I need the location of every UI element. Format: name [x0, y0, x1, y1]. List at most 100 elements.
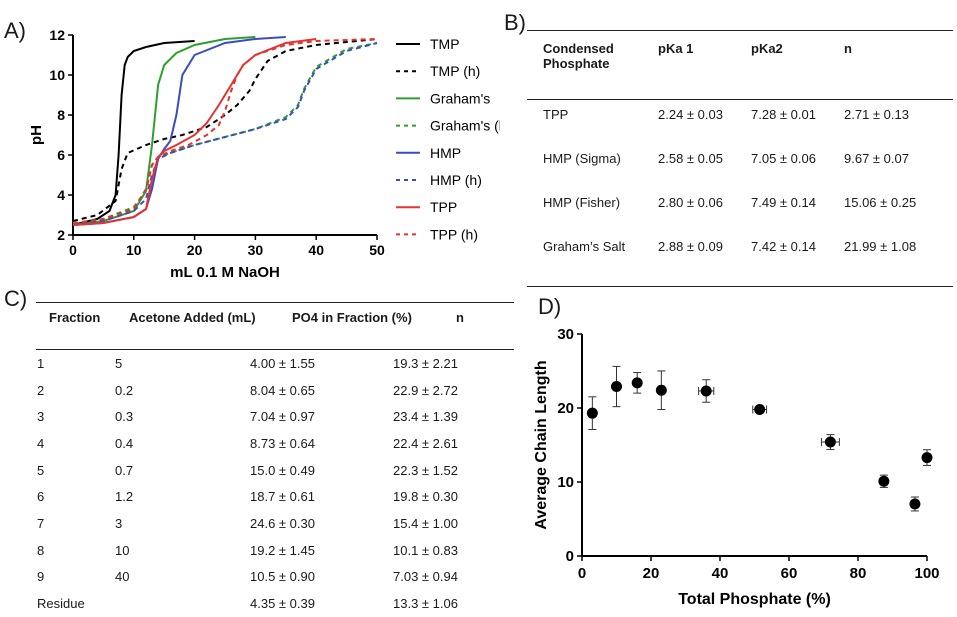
- x-tick-label: 20: [643, 565, 660, 582]
- pka-table-cell: 15.06 ± 0.25: [844, 195, 917, 210]
- pka-table-header-rule: [527, 99, 953, 100]
- panel-label-c: C): [4, 286, 28, 311]
- pka-table: Condensed Phosphate pKa 1 pKa2 n TPP 2.24…: [527, 30, 953, 287]
- fraction-col-header: Fraction: [49, 310, 101, 325]
- fraction-table-cell: 7.03 ± 0.94: [393, 569, 458, 585]
- data-point: [631, 377, 643, 389]
- fraction-table-cell: 7: [37, 515, 45, 531]
- pka-table-body: TPP 2.24 ± 0.03 7.28 ± 0.01 2.71 ± 0.13 HMP …: [527, 107, 953, 283]
- fraction-table-cell: 10.5 ± 0.90: [250, 569, 315, 585]
- fraction-table: Fraction Acetone Added (mL) PO4 in Fract…: [36, 302, 514, 617]
- titration-chart: 2 4 6 8 10 12 0 10 20 30 40 50 mL 0.1 M NaOH pH TMP TMP…: [28, 27, 500, 281]
- pka-table-cell: HMP (Sigma): [543, 151, 621, 166]
- fraction-table-cell: 18.7 ± 0.61: [250, 489, 315, 505]
- fraction-table-cell: 10: [115, 542, 130, 558]
- y-tick-label: 10: [49, 67, 65, 83]
- data-point: [655, 384, 667, 396]
- pka-table-cell: 2.80 ± 0.06: [658, 195, 723, 210]
- fraction-table-cell: 22.3 ± 1.52: [393, 462, 458, 478]
- fraction-table-cell: 6: [37, 489, 45, 505]
- fraction-table-cell: 8.73 ± 0.64: [250, 435, 315, 451]
- x-tick-label: 20: [187, 242, 203, 258]
- fraction-table-cell: 2: [37, 382, 45, 398]
- fraction-table-cell: 4: [37, 435, 45, 451]
- fraction-table-cell: 40: [115, 569, 130, 585]
- x-tick-label: 40: [308, 242, 324, 258]
- fraction-table-row: 2 0.2 8.04 ± 0.65 22.9 ± 2.72: [36, 377, 514, 404]
- y-tick-label: 12: [49, 27, 65, 43]
- fraction-table-cell: 4.00 ± 1.55: [250, 355, 315, 371]
- fraction-table-cell: 3: [115, 515, 123, 531]
- data-point: [700, 385, 712, 397]
- panel-label-a: A): [4, 18, 26, 43]
- legend-label: TPP: [430, 199, 457, 215]
- series-line: [72, 36, 286, 226]
- legend-label: TMP: [430, 36, 460, 52]
- fraction-table-header-rule: [36, 349, 514, 350]
- legend-label: HMP: [430, 145, 461, 161]
- data-point: [586, 407, 598, 419]
- fraction-table-row: 3 0.3 7.04 ± 0.97 23.4 ± 1.39: [36, 403, 514, 430]
- fraction-table-cell: 5: [115, 355, 123, 371]
- data-point: [878, 475, 890, 487]
- fraction-table-cell: [115, 590, 250, 617]
- fraction-table-cell: 3: [37, 409, 45, 425]
- fraction-table-cell: 0.7: [115, 462, 134, 478]
- pka-table-cell: 21.99 ± 1.08: [844, 239, 917, 254]
- series-line: [72, 42, 378, 226]
- fraction-table-row: Residue 4.35 ± 0.39 13.3 ± 1.06: [36, 590, 514, 617]
- series-line: [72, 38, 378, 224]
- pka-col-header: Condensed Phosphate: [543, 41, 614, 71]
- fraction-table-cell: 8.04 ± 0.65: [250, 382, 315, 398]
- data-point: [909, 498, 921, 510]
- pka-col-header: pKa2: [751, 41, 783, 56]
- panel-label-d: D): [538, 294, 562, 319]
- fraction-table-row: 9 40 10.5 ± 0.90 7.03 ± 0.94: [36, 564, 514, 591]
- pka-table-cell: 2.24 ± 0.03: [658, 107, 723, 122]
- pka-table-cell: 2.71 ± 0.13: [844, 107, 909, 122]
- x-tick-label: 100: [914, 565, 939, 582]
- pka-table-row: TPP 2.24 ± 0.03 7.28 ± 0.01 2.71 ± 0.13: [527, 107, 953, 151]
- x-tick-label: 80: [850, 565, 867, 582]
- legend-label: HMP (h): [430, 172, 482, 188]
- fraction-table-cell: 15.0 ± 0.49: [250, 462, 315, 478]
- y-tick-label: 4: [57, 187, 65, 203]
- fraction-col-header: Acetone Added (mL): [129, 310, 256, 325]
- y-axis-label: pH: [28, 125, 45, 145]
- data-point: [921, 452, 933, 464]
- legend-label: TPP (h): [430, 226, 478, 242]
- series-line: [72, 42, 378, 226]
- pka-table-cell: 7.49 ± 0.14: [751, 195, 816, 210]
- fraction-table-cell: 0.2: [115, 382, 134, 398]
- fraction-table-cell: 13.3 ± 1.06: [393, 596, 458, 612]
- fraction-table-row: 5 0.7 15.0 ± 0.49 22.3 ± 1.52: [36, 457, 514, 484]
- y-tick-label: 6: [57, 147, 65, 163]
- pka-col-header: n: [844, 41, 852, 56]
- y-tick-label: 2: [57, 227, 65, 243]
- x-tick-label: 60: [781, 565, 798, 582]
- fraction-table-cell: 1: [37, 355, 45, 371]
- fraction-table-row: 1 5 4.00 ± 1.55 19.3 ± 2.21: [36, 350, 514, 377]
- fraction-table-cell: 8: [37, 542, 45, 558]
- x-tick-label: 0: [69, 242, 77, 258]
- x-tick-label: 40: [712, 565, 729, 582]
- fraction-table-cell: 4.35 ± 0.39: [250, 596, 315, 612]
- pka-table-cell: 2.58 ± 0.05: [658, 151, 723, 166]
- fraction-table-row: 8 10 19.2 ± 1.45 10.1 ± 0.83: [36, 537, 514, 564]
- chain-length-scatter: 0 10 20 30 0 20 40 60 80 100 Total Phosphate (%) Av…: [533, 326, 940, 608]
- x-axis-label: mL 0.1 M NaOH: [170, 264, 280, 281]
- series-line: [72, 38, 378, 222]
- fraction-table-cell: 10.1 ± 0.83: [393, 542, 458, 558]
- fraction-table-cell: 22.4 ± 2.61: [393, 435, 458, 451]
- series-line: [72, 40, 195, 226]
- x-tick-label: 0: [578, 565, 586, 582]
- pka-table-top-rule: [527, 30, 953, 31]
- data-point: [824, 436, 836, 448]
- y-tick-label: 8: [57, 107, 65, 123]
- pka-table-row: HMP (Fisher) 2.80 ± 0.06 7.49 ± 0.14 15.06 …: [527, 195, 953, 239]
- x-tick-label: 30: [248, 242, 264, 258]
- x-tick-label: 50: [369, 242, 385, 258]
- fraction-table-cell: 19.8 ± 0.30: [393, 489, 458, 505]
- pka-col-header: pKa 1: [658, 41, 694, 56]
- data-point: [611, 381, 622, 393]
